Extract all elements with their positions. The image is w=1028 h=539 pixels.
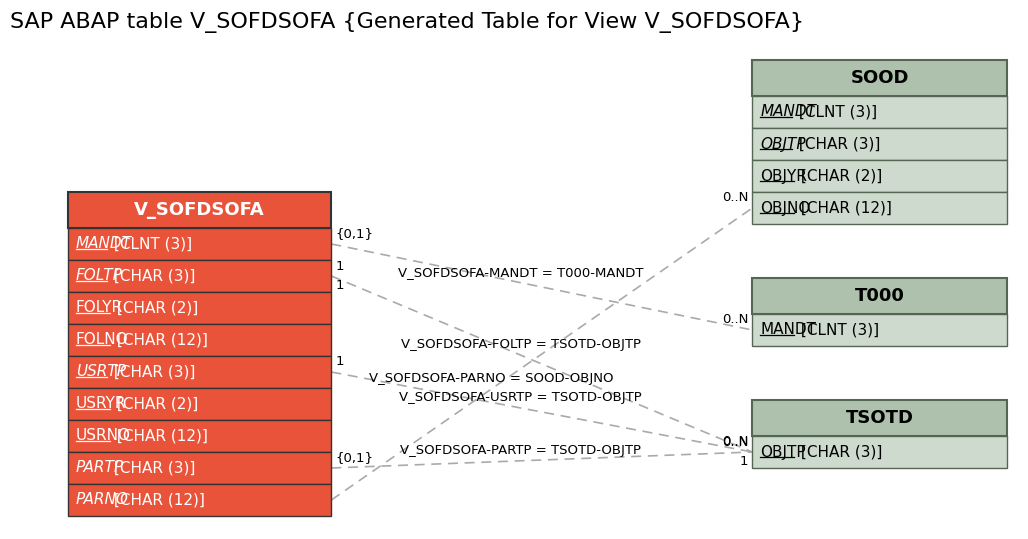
- Text: USRYR: USRYR: [76, 397, 126, 411]
- Text: [CHAR (2)]: [CHAR (2)]: [112, 397, 197, 411]
- Text: V_SOFDSOFA-PARTP = TSOTD-OBJTP: V_SOFDSOFA-PARTP = TSOTD-OBJTP: [400, 444, 641, 457]
- Text: 0..N: 0..N: [722, 313, 748, 326]
- Text: SAP ABAP table V_SOFDSOFA {Generated Table for View V_SOFDSOFA}: SAP ABAP table V_SOFDSOFA {Generated Tab…: [10, 12, 804, 33]
- Bar: [752, 128, 1007, 160]
- Text: [CLNT (3)]: [CLNT (3)]: [109, 237, 192, 252]
- Text: MANDT: MANDT: [761, 105, 816, 120]
- Text: [CHAR (3)]: [CHAR (3)]: [109, 460, 195, 475]
- Text: [CHAR (12)]: [CHAR (12)]: [109, 493, 206, 508]
- Bar: [68, 228, 331, 260]
- Text: [CHAR (2)]: [CHAR (2)]: [796, 169, 882, 183]
- Text: [CHAR (12)]: [CHAR (12)]: [796, 201, 892, 216]
- Text: USRNO: USRNO: [76, 429, 131, 444]
- Text: 1: 1: [335, 279, 343, 292]
- Text: V_SOFDSOFA-USRTP = TSOTD-OBJTP: V_SOFDSOFA-USRTP = TSOTD-OBJTP: [400, 391, 642, 404]
- Text: 0..N: 0..N: [722, 435, 748, 448]
- Bar: [752, 400, 1007, 436]
- Text: 1: 1: [335, 260, 343, 273]
- Text: 1: 1: [740, 455, 748, 468]
- Text: USRTP: USRTP: [76, 364, 125, 379]
- Text: [CLNT (3)]: [CLNT (3)]: [796, 322, 879, 337]
- Text: {0,1}: {0,1}: [335, 451, 373, 464]
- Text: {0,1}: {0,1}: [335, 227, 373, 240]
- Text: [CHAR (3)]: [CHAR (3)]: [109, 268, 195, 284]
- Bar: [752, 278, 1007, 314]
- Bar: [68, 388, 331, 420]
- Text: T000: T000: [854, 287, 905, 305]
- Bar: [68, 260, 331, 292]
- Text: [CHAR (3)]: [CHAR (3)]: [794, 136, 880, 151]
- Text: TSOTD: TSOTD: [846, 409, 914, 427]
- Bar: [68, 420, 331, 452]
- Bar: [68, 192, 331, 228]
- Text: SOOD: SOOD: [850, 69, 909, 87]
- Text: V_SOFDSOFA-FOLTP = TSOTD-OBJTP: V_SOFDSOFA-FOLTP = TSOTD-OBJTP: [401, 338, 640, 351]
- Bar: [752, 192, 1007, 224]
- Text: 0..N: 0..N: [722, 191, 748, 204]
- Text: [CHAR (3)]: [CHAR (3)]: [796, 445, 883, 460]
- Text: 0..N: 0..N: [722, 436, 748, 449]
- Bar: [68, 484, 331, 516]
- Bar: [752, 60, 1007, 96]
- Bar: [752, 314, 1007, 346]
- Bar: [752, 160, 1007, 192]
- Bar: [752, 436, 1007, 468]
- Text: MANDT: MANDT: [76, 237, 132, 252]
- Text: V_SOFDSOFA-PARNO = SOOD-OBJNO: V_SOFDSOFA-PARNO = SOOD-OBJNO: [369, 372, 614, 385]
- Text: OBJNO: OBJNO: [761, 201, 811, 216]
- Text: FOLYR: FOLYR: [76, 301, 122, 315]
- Text: 1: 1: [335, 355, 343, 368]
- Text: PARNO: PARNO: [76, 493, 128, 508]
- Bar: [68, 356, 331, 388]
- Text: [CHAR (12)]: [CHAR (12)]: [112, 333, 208, 348]
- Text: V_SOFDSOFA: V_SOFDSOFA: [135, 201, 265, 219]
- Text: OBJTP: OBJTP: [761, 445, 806, 460]
- Text: OBJYR: OBJYR: [761, 169, 807, 183]
- Bar: [68, 452, 331, 484]
- Text: FOLTP: FOLTP: [76, 268, 122, 284]
- Bar: [752, 96, 1007, 128]
- Text: MANDT: MANDT: [761, 322, 816, 337]
- Bar: [68, 292, 331, 324]
- Text: OBJTP: OBJTP: [761, 136, 806, 151]
- Text: [CHAR (2)]: [CHAR (2)]: [112, 301, 197, 315]
- Text: [CHAR (12)]: [CHAR (12)]: [112, 429, 208, 444]
- Text: V_SOFDSOFA-MANDT = T000-MANDT: V_SOFDSOFA-MANDT = T000-MANDT: [398, 266, 644, 279]
- Bar: [68, 324, 331, 356]
- Text: [CHAR (3)]: [CHAR (3)]: [109, 364, 195, 379]
- Text: FOLNO: FOLNO: [76, 333, 128, 348]
- Text: [CLNT (3)]: [CLNT (3)]: [794, 105, 877, 120]
- Text: PARTP: PARTP: [76, 460, 123, 475]
